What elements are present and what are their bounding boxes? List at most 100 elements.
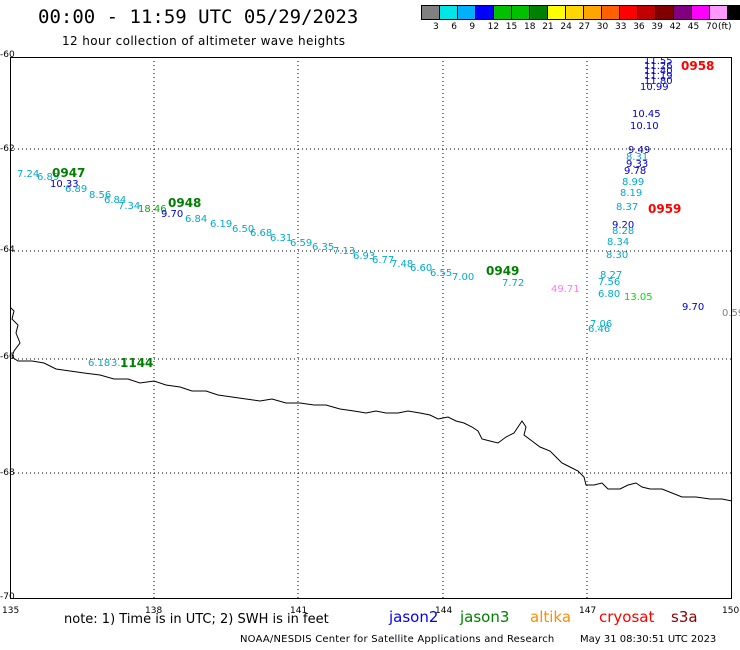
swh-observation: 7.34 — [118, 201, 141, 212]
swh-observation: 11.19 — [644, 71, 673, 82]
swh-observation: 11.55 — [644, 56, 673, 67]
scale-tick: 12 — [487, 22, 500, 32]
swh-observation: 49.71 — [551, 284, 580, 295]
scale-tick: 18 — [524, 22, 536, 32]
legend-jason3: jason3 — [460, 608, 510, 626]
units-note: note: 1) Time is in UTC; 2) SWH is in fe… — [64, 612, 329, 627]
swh-observation: 6.89 — [65, 184, 88, 195]
scale-swatch — [511, 5, 530, 20]
swh-observation: 7.48 — [391, 259, 414, 270]
swh-observation: 9.78 — [624, 166, 647, 177]
swh-observation: 7.72 — [502, 278, 525, 289]
lon-label-150: 150 — [722, 606, 740, 616]
swh-observation: 6.84 — [185, 214, 208, 225]
swh-observation: 10.10 — [630, 121, 659, 132]
map-title: 00:00 - 11:59 UTC 05/29/2023 — [38, 6, 359, 28]
swh-observation: 7.13 — [333, 246, 356, 257]
pass-time-label: 0947 — [52, 166, 86, 180]
legend-cryosat: cryosat — [599, 608, 655, 626]
map-subtitle: 12 hour collection of altimeter wave hei… — [62, 34, 346, 48]
color-scale-ticks: 3 6 9 12 15 18 21 24 27 30 33 36 39 42 45 70 — [421, 22, 740, 34]
swh-observation: 0.59 — [722, 308, 740, 319]
scale-swatch — [457, 5, 476, 20]
swh-observation: 6.60 — [410, 263, 433, 274]
legend-jason2: jason2 — [389, 608, 439, 626]
lon-label-135: 135 — [2, 606, 20, 616]
scale-swatch — [475, 5, 494, 20]
swh-observation: 6.80 — [598, 289, 621, 300]
swh-observation: 10.99 — [640, 82, 669, 93]
map-frame — [10, 57, 732, 599]
swh-observation: 11.26 — [644, 61, 673, 72]
scale-swatch — [529, 5, 548, 20]
lat-label-66: -66 — [0, 352, 15, 362]
map-plot-area: 7.24 6.89 10.33 6.89 8.56 6.84 7.34 18.46 9.70 6.… — [10, 56, 740, 599]
swh-observation: 9.33 — [626, 159, 649, 170]
swh-observation: 8.99 — [622, 177, 645, 188]
lon-label-147: 147 — [579, 606, 597, 616]
scale-tick: 70 — [706, 22, 718, 32]
swh-observation: 9.20 — [612, 220, 635, 231]
color-scale-unit: (ft) — [718, 22, 732, 32]
lon-label-138: 138 — [145, 606, 163, 616]
scale-swatch — [637, 5, 656, 20]
swh-observation: 6.19 — [210, 219, 233, 230]
swh-observation: 7.56 — [598, 277, 621, 288]
scale-swatch — [547, 5, 566, 20]
footer-credit: NOAA/NESDIS Center for Satellite Applica… — [240, 634, 555, 645]
scale-tick: 27 — [578, 22, 591, 32]
swh-observation: 10.45 — [632, 109, 661, 120]
pass-time-label: 1144 — [120, 356, 154, 370]
scale-swatch — [673, 5, 692, 20]
map-border — [10, 57, 732, 599]
scale-swatch — [691, 5, 710, 20]
swh-observation: 8.31 — [626, 152, 649, 163]
scale-swatch — [439, 5, 458, 20]
swh-observation: 10.33 — [50, 179, 79, 190]
swh-observation: 9.70 — [682, 302, 705, 313]
pass-time-label: 0949 — [486, 264, 520, 278]
swh-observation: 8.19 — [620, 188, 643, 199]
swh-observation: 11.40 — [644, 66, 673, 77]
lon-label-144: 144 — [435, 606, 453, 616]
scale-tick: 9 — [469, 22, 476, 32]
scale-swatch — [619, 5, 638, 20]
scale-swatch — [709, 5, 728, 20]
swh-observation: 6.84 — [104, 195, 127, 206]
scale-tick: 42 — [669, 22, 682, 32]
swh-observation: 8.27 — [600, 270, 623, 281]
swh-observation: 6.46 — [588, 324, 611, 335]
lon-label-141: 141 — [290, 606, 308, 616]
scale-swatch — [493, 5, 512, 20]
swh-observation: 6.89 — [37, 172, 60, 183]
scale-tick: 24 — [560, 22, 572, 32]
swh-observation: 6.35 — [312, 242, 335, 253]
swh-observation: 9.70 — [161, 209, 184, 220]
scale-tick: 6 — [451, 22, 457, 32]
scale-swatch — [655, 5, 674, 20]
scale-tick: 36 — [633, 22, 645, 32]
swh-observation: 18.46 — [138, 204, 167, 215]
swh-observation: 7.24 — [17, 169, 40, 180]
scale-swatch — [583, 5, 602, 20]
footer-timestamp: May 31 08:30:51 UTC 2023 — [580, 634, 717, 645]
scale-swatch — [421, 5, 440, 20]
scale-tick: 30 — [596, 22, 609, 32]
swh-observation: 8.56 — [89, 190, 112, 201]
pass-time-label: 0958 — [681, 59, 715, 73]
swh-observation: 6.31 — [270, 233, 293, 244]
swh-observation: 8.37 — [616, 202, 639, 213]
pass-time-label: 0959 — [648, 202, 682, 216]
legend-altika: altika — [530, 608, 572, 626]
swh-observation: 6.18 — [88, 358, 111, 369]
scale-swatch — [727, 5, 740, 20]
lat-label-60: -60 — [0, 50, 15, 60]
lat-label-64: -64 — [0, 245, 15, 255]
swh-observation: 6.55 — [430, 268, 453, 279]
swh-observation: 6.59 — [290, 238, 313, 249]
swh-observation: 13.05 — [624, 292, 653, 303]
swh-observation: 8.30 — [606, 250, 629, 261]
color-scale-bar — [421, 5, 740, 20]
scale-tick: 39 — [651, 22, 663, 32]
lat-label-62: -62 — [0, 144, 15, 154]
